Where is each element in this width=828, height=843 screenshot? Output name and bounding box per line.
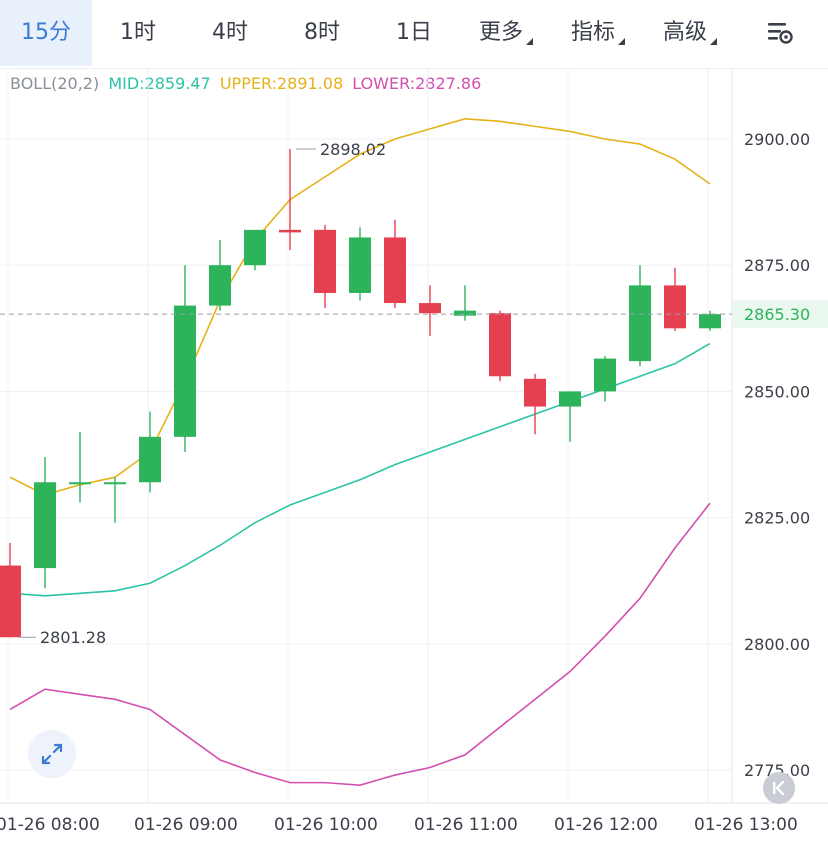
- y-axis-label: 2875.00: [744, 256, 810, 275]
- tab-label: 指标: [570, 20, 615, 45]
- dropdown-triangle-icon: [526, 38, 533, 45]
- candle-body: [594, 358, 616, 392]
- tab-label: 高级: [662, 20, 707, 45]
- y-axis-label: 2825.00: [744, 509, 810, 528]
- legend-mid: MID:2859.47: [108, 74, 211, 93]
- dropdown-triangle-icon: [710, 38, 717, 45]
- settings-gear-svg: [768, 23, 793, 44]
- dropdown-triangle-icon: [618, 38, 625, 45]
- candle-body: [699, 314, 721, 329]
- candle-body: [524, 378, 546, 407]
- timeframe-tab-bar: 15分 1时 4时 8时 1日 更多 指标 高级: [0, 0, 828, 69]
- expand-arrows-icon[interactable]: [28, 730, 76, 778]
- x-axis-label: 01-26 08:00: [0, 815, 100, 835]
- tab-0[interactable]: 15分: [0, 0, 92, 66]
- last-price-tag-bg: [733, 300, 828, 329]
- candle-body: [174, 305, 196, 437]
- boll-upper-line: [9, 117, 711, 496]
- settings-gear-icon[interactable]: [762, 18, 796, 48]
- tab-7[interactable]: 高级: [644, 0, 736, 66]
- candle-body: [139, 436, 161, 483]
- tab-1[interactable]: 1时: [92, 0, 184, 66]
- tab-label: 1日: [396, 20, 432, 45]
- candle-body: [559, 391, 581, 407]
- candle-body: [629, 285, 651, 362]
- candle-body: [209, 265, 231, 306]
- candle-body: [69, 482, 91, 485]
- y-axis-label: 2800.00: [744, 635, 810, 654]
- y-axis-label: 2900.00: [744, 130, 810, 149]
- tab-5[interactable]: 更多: [460, 0, 552, 66]
- candle-body: [489, 313, 511, 377]
- tab-4[interactable]: 1日: [368, 0, 460, 66]
- high-price-label: 2898.02: [320, 140, 386, 159]
- candle-body: [104, 482, 126, 485]
- candle-body: [349, 237, 371, 293]
- candle-body: [244, 229, 266, 266]
- x-axis-label: 01-26 09:00: [134, 815, 238, 835]
- expand-arrows-svg: [41, 743, 63, 765]
- x-axis-label: 01-26 13:00: [694, 815, 798, 835]
- candle-body: [0, 565, 21, 638]
- tab-label: 更多: [478, 20, 523, 45]
- y-axis-label: 2850.00: [744, 382, 810, 401]
- legend-upper: UPPER:2891.08: [219, 74, 344, 93]
- tab-label: 4时: [212, 20, 248, 45]
- low-price-label: 2801.28: [40, 628, 106, 647]
- tab-label: 15分: [21, 20, 71, 45]
- candle-body: [664, 285, 686, 329]
- candle-body: [384, 237, 406, 304]
- candlestick-chart: 2865.30 2900.00 2875.00 2850.00 2825.00 2800.…: [0, 68, 828, 835]
- tab-3[interactable]: 8时: [276, 0, 368, 66]
- skip-back-svg: [773, 780, 785, 796]
- legend-name: BOLL(20,2): [10, 74, 100, 93]
- boll-lower-line: [9, 502, 711, 786]
- tab-6[interactable]: 指标: [552, 0, 644, 66]
- candle-body: [279, 229, 301, 233]
- skip-back-icon[interactable]: [763, 772, 795, 804]
- tab-2[interactable]: 4时: [184, 0, 276, 66]
- candle-body: [34, 482, 56, 569]
- x-axis-label: 01-26 10:00: [274, 815, 378, 835]
- x-axis-label: 01-26 11:00: [414, 815, 518, 835]
- y-axis-label: 2775.00: [744, 761, 810, 780]
- tab-label: 8时: [304, 20, 340, 45]
- candle-body: [314, 229, 336, 293]
- legend-lower: LOWER:2827.86: [352, 74, 482, 93]
- candle-body: [454, 310, 476, 316]
- x-axis-label: 01-26 12:00: [554, 815, 658, 835]
- last-price-label: 2865.30: [744, 305, 810, 324]
- boll-mid-line: [9, 342, 711, 597]
- indicator-legend: BOLL(20,2) MID:2859.47 UPPER:2891.08 LOW…: [10, 74, 485, 93]
- tab-label: 1时: [120, 20, 156, 45]
- candle-body: [419, 303, 441, 314]
